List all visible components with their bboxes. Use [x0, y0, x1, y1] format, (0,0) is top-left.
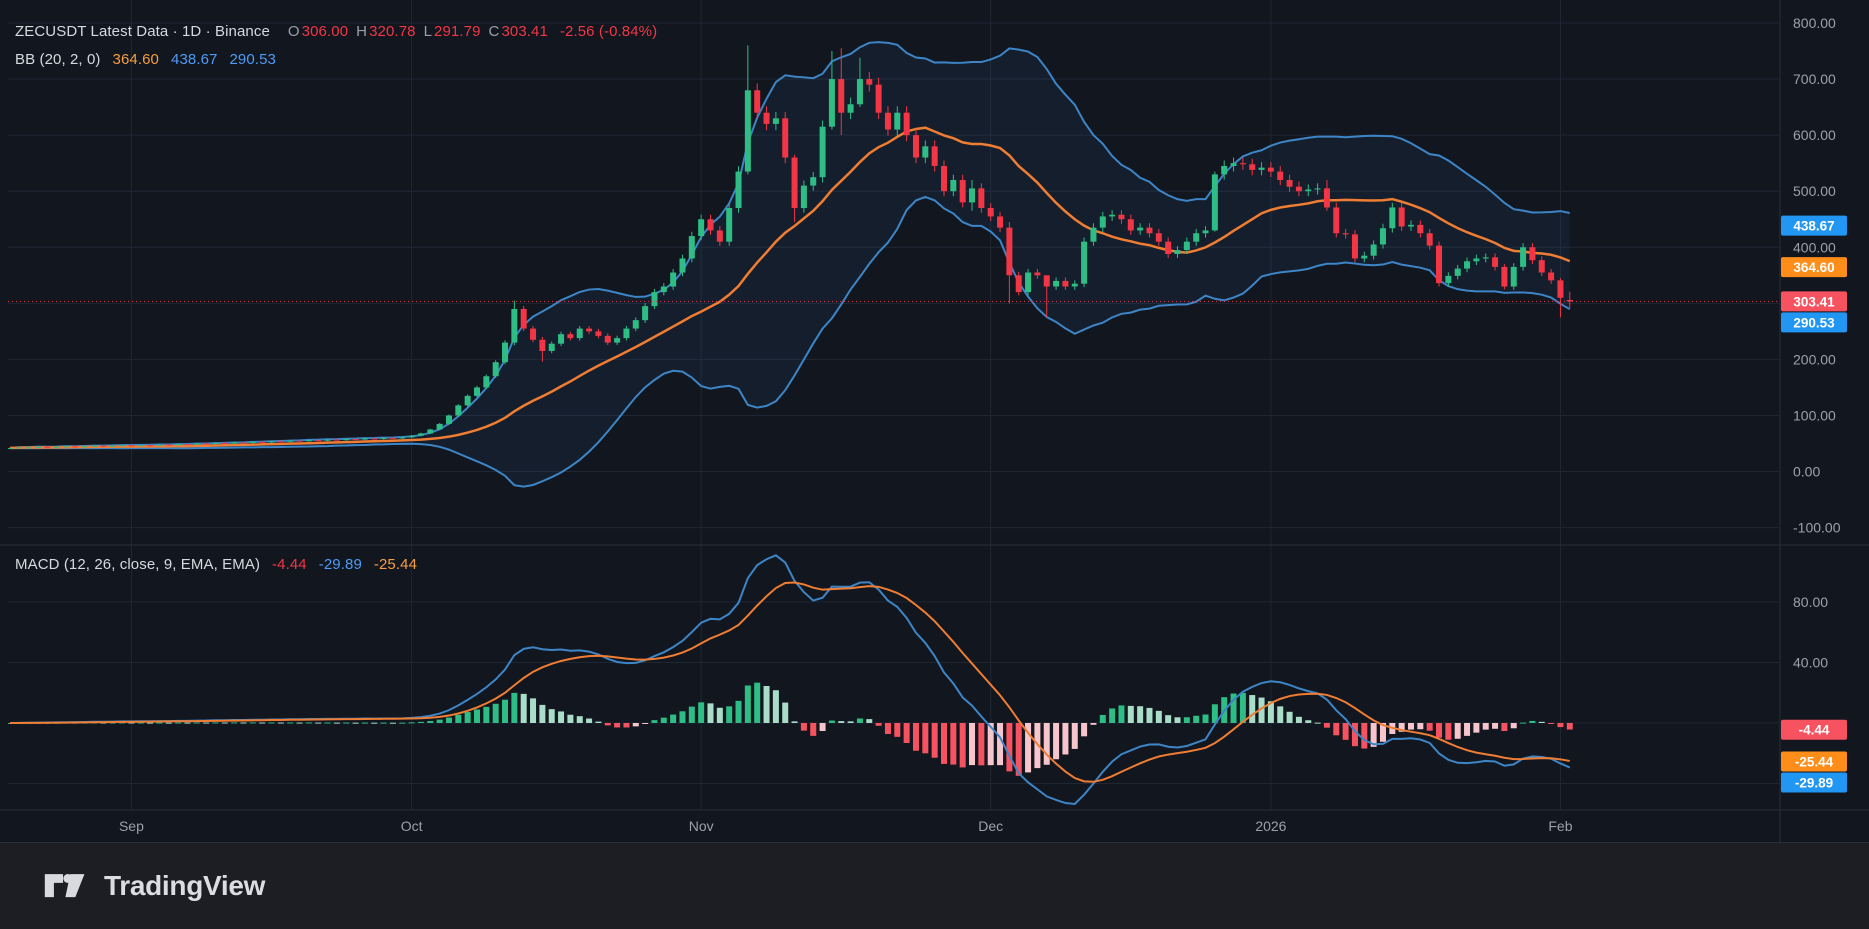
chart-canvas[interactable]: 800.00700.00600.00500.00400.00300.00200.…: [0, 0, 1869, 843]
svg-text:Sep: Sep: [119, 818, 144, 834]
svg-text:Nov: Nov: [689, 818, 714, 834]
svg-text:-29.89: -29.89: [1795, 775, 1833, 790]
svg-text:Oct: Oct: [401, 818, 423, 834]
svg-text:438.67: 438.67: [1793, 219, 1834, 234]
svg-text:290.53: 290.53: [1793, 315, 1835, 330]
candles: [8, 45, 1573, 449]
svg-text:-4.44: -4.44: [1799, 723, 1830, 738]
macd-signal-line: [9, 581, 1570, 783]
svg-text:500.00: 500.00: [1793, 183, 1836, 199]
tradingview-wordmark[interactable]: TradingView: [104, 870, 266, 901]
svg-text:800.00: 800.00: [1793, 15, 1836, 31]
macd-axis-badges: -4.44 -25.44 -29.89: [1781, 719, 1847, 793]
svg-text:0.00: 0.00: [1793, 464, 1820, 480]
svg-text:400.00: 400.00: [1793, 239, 1836, 255]
bollinger-basis-line: [9, 126, 1571, 450]
tradingview-logo-icon[interactable]: [44, 869, 90, 903]
time-axis[interactable]: Sep Oct Nov Dec 2026 Feb: [119, 818, 1573, 834]
svg-text:200.00: 200.00: [1793, 351, 1836, 367]
macd-pane[interactable]: [7, 554, 1573, 805]
svg-text:2026: 2026: [1255, 818, 1286, 834]
svg-text:303.41: 303.41: [1793, 294, 1835, 309]
bollinger-fill: [10, 42, 1570, 487]
pane-separators: [0, 0, 1869, 843]
svg-text:Feb: Feb: [1548, 818, 1572, 834]
svg-text:80.00: 80.00: [1793, 594, 1828, 610]
svg-text:600.00: 600.00: [1793, 127, 1836, 143]
svg-text:40.00: 40.00: [1793, 654, 1828, 670]
price-pane[interactable]: [7, 41, 1779, 488]
svg-text:-25.44: -25.44: [1795, 754, 1834, 769]
bollinger-lower-band: [9, 195, 1571, 488]
svg-text:Dec: Dec: [978, 818, 1003, 834]
svg-text:700.00: 700.00: [1793, 71, 1836, 87]
svg-text:100.00: 100.00: [1793, 407, 1836, 423]
price-axis-badges: 438.67 364.60 303.41 290.53: [1781, 215, 1847, 333]
footer-bar: TradingView: [0, 843, 1869, 929]
svg-text:-100.00: -100.00: [1793, 520, 1841, 536]
svg-text:364.60: 364.60: [1793, 260, 1834, 275]
